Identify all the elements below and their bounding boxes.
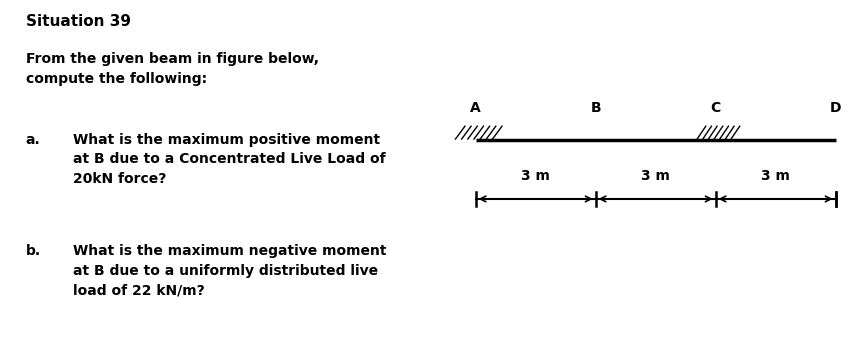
Text: D: D <box>830 101 842 115</box>
Text: 3 m: 3 m <box>761 169 790 183</box>
Text: What is the maximum positive moment
at B due to a Concentrated Live Load of
20kN: What is the maximum positive moment at B… <box>73 133 386 186</box>
Text: b.: b. <box>26 244 41 258</box>
Text: From the given beam in figure below,
compute the following:: From the given beam in figure below, com… <box>26 52 319 86</box>
Text: What is the maximum negative moment
at B due to a uniformly distributed live
loa: What is the maximum negative moment at B… <box>73 244 387 297</box>
Text: Situation 39: Situation 39 <box>26 14 131 29</box>
Text: 3 m: 3 m <box>641 169 670 183</box>
Text: C: C <box>710 101 721 115</box>
Text: 3 m: 3 m <box>521 169 550 183</box>
Text: B: B <box>590 101 601 115</box>
Text: A: A <box>470 101 481 115</box>
Text: a.: a. <box>26 133 40 147</box>
